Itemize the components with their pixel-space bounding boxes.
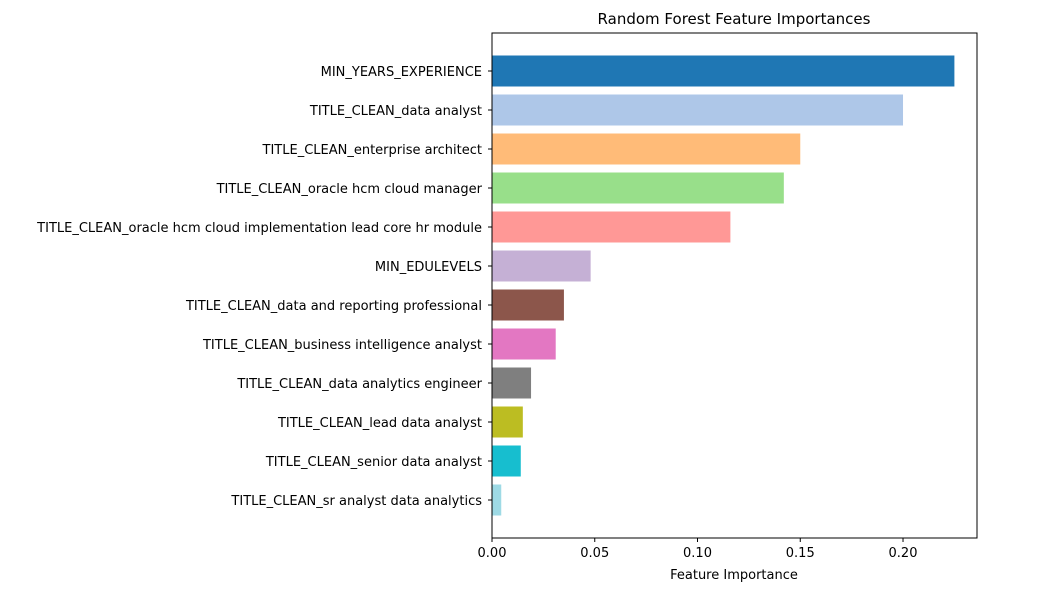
category-label: TITLE_CLEAN_oracle hcm cloud implementat… <box>36 221 482 236</box>
category-label: TITLE_CLEAN_business intelligence analys… <box>202 338 482 353</box>
bars-group <box>492 55 955 516</box>
bar <box>492 94 904 126</box>
category-label: TITLE_CLEAN_sr analyst data analytics <box>230 494 482 509</box>
category-label: TITLE_CLEAN_data analytics engineer <box>236 377 482 392</box>
category-label: TITLE_CLEAN_oracle hcm cloud manager <box>216 182 483 197</box>
category-label: MIN_YEARS_EXPERIENCE <box>321 65 482 80</box>
bar <box>492 172 784 204</box>
category-label: TITLE_CLEAN_senior data analyst <box>265 455 482 470</box>
bar <box>492 367 532 399</box>
bar <box>492 289 564 321</box>
bar <box>492 211 731 243</box>
x-axis-label: Feature Importance <box>670 568 798 583</box>
x-tick-label: 0.20 <box>889 546 918 561</box>
bar <box>492 445 521 477</box>
plot-frame <box>491 32 978 539</box>
category-label: MIN_EDULEVELS <box>375 260 482 275</box>
x-tick-label: 0.10 <box>683 546 712 561</box>
bar <box>492 55 955 87</box>
x-tick-label: 0.05 <box>580 546 609 561</box>
category-label: TITLE_CLEAN_data analyst <box>309 104 482 119</box>
x-tick-label: 0.00 <box>478 546 507 561</box>
bar <box>492 133 801 165</box>
bar <box>492 484 502 516</box>
bar <box>492 328 556 360</box>
category-label: TITLE_CLEAN_lead data analyst <box>277 416 482 431</box>
bar <box>492 250 591 282</box>
category-label: TITLE_CLEAN_data and reporting professio… <box>185 299 482 314</box>
category-label: TITLE_CLEAN_enterprise architect <box>262 143 482 158</box>
bar <box>492 406 523 438</box>
chart-title: Random Forest Feature Importances <box>598 10 871 28</box>
x-tick-label: 0.15 <box>786 546 815 561</box>
x-axis-ticks-group: 0.00 0.05 0.10 0.15 0.20 <box>478 538 918 561</box>
category-labels-group: MIN_YEARS_EXPERIENCE TITLE_CLEAN_data ana… <box>36 65 492 509</box>
